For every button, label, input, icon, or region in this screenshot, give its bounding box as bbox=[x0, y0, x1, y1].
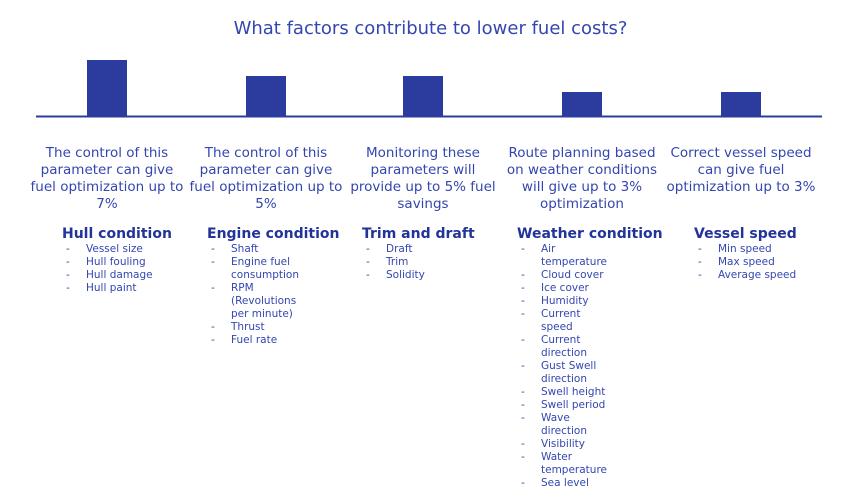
list-item: Hull fouling bbox=[64, 256, 174, 269]
list-item: Humidity bbox=[519, 295, 611, 308]
heading: Engine condition bbox=[207, 226, 340, 242]
list-item: Fuel rate bbox=[209, 334, 309, 347]
list-item: Sea level bbox=[519, 477, 611, 490]
list-item: Current direction bbox=[519, 334, 611, 360]
description: Monitoring these parameters will provide… bbox=[350, 145, 496, 212]
page: What factors contribute to lower fuel co… bbox=[0, 0, 861, 446]
bar bbox=[246, 76, 286, 116]
list-item: Thrust bbox=[209, 321, 309, 334]
list-item: Hull paint bbox=[64, 282, 174, 295]
list-item: Gust Swell direction bbox=[519, 360, 611, 386]
list-item: Draft bbox=[364, 243, 474, 256]
bar bbox=[403, 76, 443, 116]
list-item: Shaft bbox=[209, 243, 309, 256]
list-item: Wave direction bbox=[519, 412, 611, 438]
list-item: Cloud cover bbox=[519, 269, 611, 282]
list-item: Vessel size bbox=[64, 243, 174, 256]
list-item: Visibility bbox=[519, 438, 611, 451]
heading: Vessel speed bbox=[694, 226, 797, 242]
list-item: Hull damage bbox=[64, 269, 174, 282]
item-list: Min speedMax speedAverage speed bbox=[696, 243, 806, 282]
list-item: RPM (Revolutions per minute) bbox=[209, 282, 309, 321]
list-item: Water temperature bbox=[519, 451, 611, 477]
bar bbox=[562, 92, 602, 116]
list-item: Engine fuel consumption bbox=[209, 256, 309, 282]
heading: Weather condition bbox=[517, 226, 663, 242]
description: Correct vessel speed can give fuel optim… bbox=[666, 145, 816, 195]
item-list: Air temperatureCloud coverIce coverHumid… bbox=[519, 243, 611, 490]
chart bbox=[36, 60, 822, 118]
list-item: Current speed bbox=[519, 308, 611, 334]
bar bbox=[721, 92, 761, 116]
description: Route planning based on weather conditio… bbox=[506, 145, 658, 212]
list-item: Swell period bbox=[519, 399, 611, 412]
heading: Trim and draft bbox=[362, 226, 475, 242]
item-list: Vessel sizeHull foulingHull damageHull p… bbox=[64, 243, 174, 295]
list-item: Trim bbox=[364, 256, 474, 269]
list-item: Solidity bbox=[364, 269, 474, 282]
list-item: Average speed bbox=[696, 269, 806, 282]
list-item: Min speed bbox=[696, 243, 806, 256]
item-list: ShaftEngine fuel consumptionRPM (Revolut… bbox=[209, 243, 309, 347]
description: The control of this parameter can give f… bbox=[30, 145, 184, 212]
page-title: What factors contribute to lower fuel co… bbox=[233, 18, 628, 39]
description: The control of this parameter can give f… bbox=[189, 145, 343, 212]
bar bbox=[87, 60, 127, 116]
list-item: Air temperature bbox=[519, 243, 611, 269]
list-item: Ice cover bbox=[519, 282, 611, 295]
list-item: Max speed bbox=[696, 256, 806, 269]
list-item: Swell height bbox=[519, 386, 611, 399]
heading: Hull condition bbox=[62, 226, 172, 242]
item-list: DraftTrimSolidity bbox=[364, 243, 474, 282]
